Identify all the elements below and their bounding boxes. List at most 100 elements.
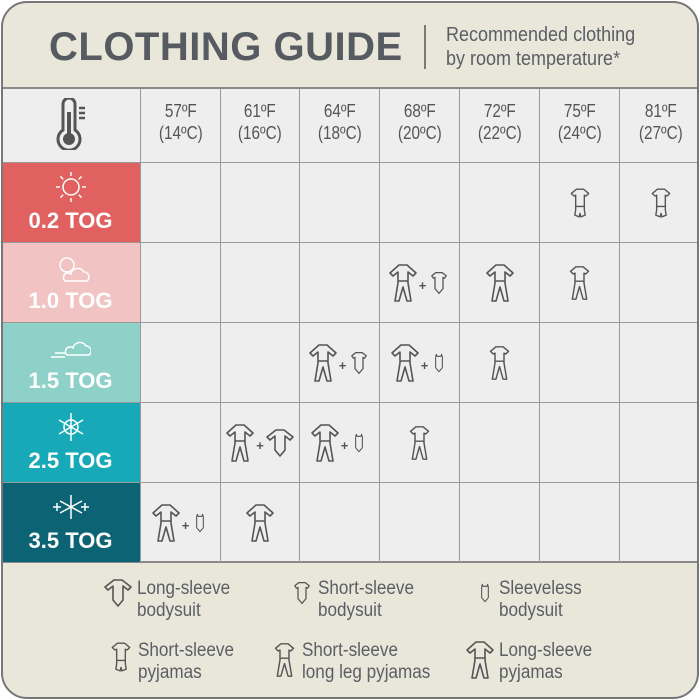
clothing-cell bbox=[220, 483, 299, 562]
clothing-cell bbox=[619, 323, 697, 402]
tog-label: 3.5 TOG bbox=[28, 528, 113, 553]
tog-row: 3.5 TOG + bbox=[3, 482, 697, 562]
short-sleeve-bodysuit-icon bbox=[351, 351, 368, 374]
plus-sign: + bbox=[181, 518, 190, 533]
tog-label: 2.5 TOG bbox=[28, 448, 113, 473]
short-sleeve-long-leg-pyjamas-icon bbox=[489, 345, 510, 380]
legend-line-1: Short-sleeve bbox=[302, 640, 399, 661]
temp-f: 68ºF bbox=[403, 101, 436, 121]
subtitle: Recommended clothing by room temperature… bbox=[446, 23, 635, 71]
temp-c: (14ºC) bbox=[158, 123, 203, 143]
clothing-cell bbox=[220, 163, 299, 242]
temp-c: (22ºC) bbox=[477, 123, 522, 143]
temp-c: (20ºC) bbox=[397, 123, 442, 143]
sun-icon bbox=[56, 172, 86, 202]
sleeveless-bodysuit-icon bbox=[481, 583, 489, 603]
tog-row: 1.0 TOG + bbox=[3, 242, 697, 322]
tog-row: 0.2 TOG bbox=[3, 162, 697, 242]
temp-f: 61ºF bbox=[244, 101, 276, 121]
temp-c: (27ºC) bbox=[638, 123, 683, 143]
tog-row: 1.5 TOG + + bbox=[3, 322, 697, 402]
legend-item: Short-sleeve bodysuit bbox=[290, 578, 425, 622]
clothing-cell bbox=[459, 243, 539, 322]
legend-item: Short-sleeve pyjamas bbox=[108, 640, 245, 684]
short-sleeve-pyjamas-icon bbox=[651, 187, 670, 218]
clothing-cell bbox=[539, 483, 619, 562]
temp-f: 57ºF bbox=[164, 101, 197, 121]
temp-f: 64ºF bbox=[323, 101, 356, 121]
clothing-cell bbox=[619, 243, 697, 322]
long-sleeve-pyjamas-icon bbox=[388, 263, 417, 302]
legend-line-2: bodysuit bbox=[318, 600, 382, 621]
legend-line-1: Sleeveless bbox=[499, 578, 582, 599]
snowflakes-icon bbox=[53, 495, 89, 519]
short-sleeve-bodysuit-icon bbox=[294, 581, 310, 605]
temp-f: 75ºF bbox=[563, 101, 596, 121]
clothing-cell bbox=[140, 163, 220, 242]
temperature-header: 81ºF (27ºC) bbox=[619, 89, 697, 162]
clothing-cell: + bbox=[379, 323, 459, 402]
clothing-cell bbox=[539, 243, 619, 322]
clothing-cell bbox=[539, 323, 619, 402]
clothing-cell bbox=[459, 483, 539, 562]
legend-line-2: pyjamas bbox=[138, 662, 202, 683]
thermometer-cell bbox=[3, 89, 140, 162]
long-sleeve-pyjamas-icon bbox=[466, 641, 494, 679]
legend-line-2: long leg pyjamas bbox=[302, 662, 431, 683]
temp-c: (16ºC) bbox=[238, 123, 282, 143]
tog-label-cell: 0.2 TOG bbox=[3, 163, 140, 242]
clothing-cell bbox=[539, 163, 619, 242]
tog-label-cell: 3.5 TOG bbox=[3, 483, 140, 562]
long-sleeve-pyjamas-icon bbox=[485, 263, 514, 302]
temperature-header: 64ºF (18ºC) bbox=[299, 89, 379, 162]
clothing-cell bbox=[459, 403, 539, 482]
long-sleeve-pyjamas-icon bbox=[226, 423, 255, 462]
clothing-cell bbox=[220, 243, 299, 322]
long-sleeve-bodysuit-icon bbox=[104, 579, 132, 607]
tog-label: 0.2 TOG bbox=[28, 208, 113, 233]
temp-f: 81ºF bbox=[644, 101, 677, 121]
temp-f: 72ºF bbox=[483, 101, 516, 121]
long-sleeve-pyjamas-icon bbox=[308, 343, 337, 382]
snowflake-icon bbox=[58, 413, 84, 441]
tog-label: 1.5 TOG bbox=[28, 368, 113, 393]
clothing-grid: 57ºF (14ºC) 61ºF (16ºC) 64ºF (18ºC) 68ºF (20ºC)… bbox=[3, 87, 697, 563]
divider bbox=[424, 25, 426, 69]
legend-item: Short-sleeve long leg pyjamas bbox=[271, 640, 445, 684]
short-sleeve-pyjamas-icon bbox=[570, 187, 589, 218]
short-sleeve-long-leg-pyjamas-icon bbox=[274, 643, 295, 677]
plus-sign: + bbox=[338, 358, 347, 373]
short-sleeve-pyjamas-icon bbox=[111, 642, 131, 672]
clothing-cell bbox=[299, 483, 379, 562]
temperature-header: 61ºF (16ºC) bbox=[220, 89, 299, 162]
legend-line-2: bodysuit bbox=[137, 600, 201, 621]
legend-item: Long-sleeve pyjamas bbox=[465, 640, 603, 684]
subtitle-line-1: Recommended clothing bbox=[446, 24, 636, 46]
clothing-cell bbox=[299, 163, 379, 242]
legend-item: Sleeveless bodysuit bbox=[475, 578, 591, 622]
tog-label-cell: 1.0 TOG bbox=[3, 243, 140, 322]
clothing-cell bbox=[619, 483, 697, 562]
tog-label: 1.0 TOG bbox=[28, 288, 113, 313]
long-sleeve-pyjamas-icon bbox=[151, 503, 180, 542]
long-sleeve-bodysuit-icon bbox=[265, 428, 294, 457]
legend: Long-sleeve bodysuit Short-sleeve bodysuit S… bbox=[3, 578, 697, 697]
temperature-header: 72ºF (22ºC) bbox=[459, 89, 539, 162]
clothing-cell bbox=[379, 163, 459, 242]
sleeveless-bodysuit-icon bbox=[435, 353, 444, 372]
short-sleeve-bodysuit-icon bbox=[431, 271, 448, 294]
temperature-header: 75ºF (24ºC) bbox=[539, 89, 619, 162]
clothing-cell: + bbox=[299, 323, 379, 402]
clothing-cell: + bbox=[220, 403, 299, 482]
page-title: CLOTHING GUIDE bbox=[49, 25, 403, 69]
short-sleeve-long-leg-pyjamas-icon bbox=[409, 425, 430, 460]
clothing-cell bbox=[619, 403, 697, 482]
legend-item: Long-sleeve bodysuit bbox=[103, 578, 241, 622]
sleeveless-bodysuit-icon bbox=[196, 513, 205, 532]
clothing-cell bbox=[379, 483, 459, 562]
short-sleeve-long-leg-pyjamas-icon bbox=[569, 265, 590, 300]
legend-line-1: Short-sleeve bbox=[318, 578, 415, 599]
temp-c: (18ºC) bbox=[317, 123, 362, 143]
clothing-cell bbox=[140, 403, 220, 482]
